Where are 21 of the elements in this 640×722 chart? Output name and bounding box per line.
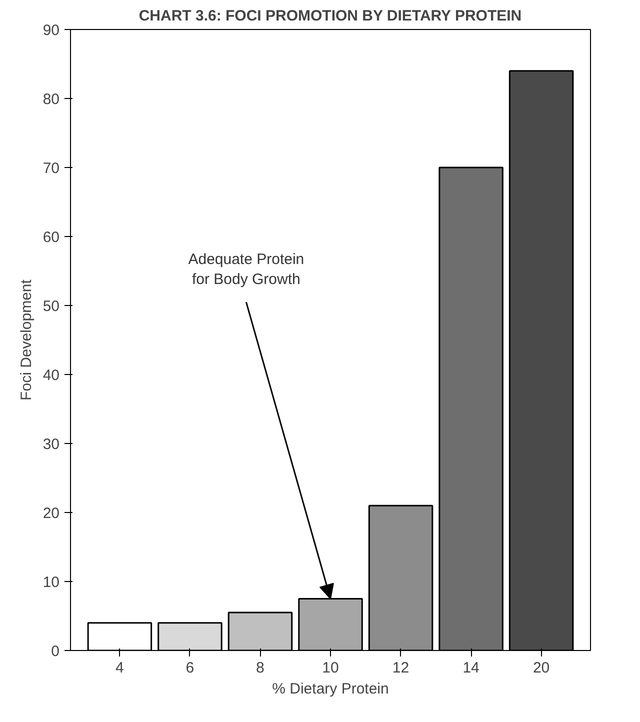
x-tick-label: 10 bbox=[322, 660, 339, 676]
x-tick-label: 12 bbox=[392, 660, 410, 676]
y-tick-label: 70 bbox=[42, 160, 60, 177]
y-axis-title: Foci Development bbox=[18, 278, 35, 400]
annotation: Adequate Protein for Body Growth bbox=[188, 250, 304, 288]
y-tick-label: 40 bbox=[42, 367, 60, 384]
x-tick-label: 14 bbox=[462, 660, 480, 676]
x-tick-label: 4 bbox=[116, 660, 124, 676]
y-tick-label: 80 bbox=[42, 91, 60, 108]
x-tick-label: 6 bbox=[186, 660, 194, 676]
x-tick-label: 8 bbox=[256, 660, 264, 676]
y-tick-label: 60 bbox=[42, 229, 60, 246]
chart-title: CHART 3.6: FOCI PROMOTION BY DIETARY PROTEIN bbox=[138, 8, 522, 24]
y-tick-label: 10 bbox=[42, 574, 60, 591]
x-tick-label: 20 bbox=[532, 660, 550, 676]
y-tick-label: 0 bbox=[51, 643, 60, 660]
x-axis-title: % Dietary Protein bbox=[272, 680, 389, 698]
y-tick-label: 20 bbox=[42, 505, 60, 522]
y-tick-label: 90 bbox=[42, 22, 60, 39]
y-tick-label: 50 bbox=[42, 298, 60, 315]
y-tick-label: 30 bbox=[42, 436, 60, 453]
